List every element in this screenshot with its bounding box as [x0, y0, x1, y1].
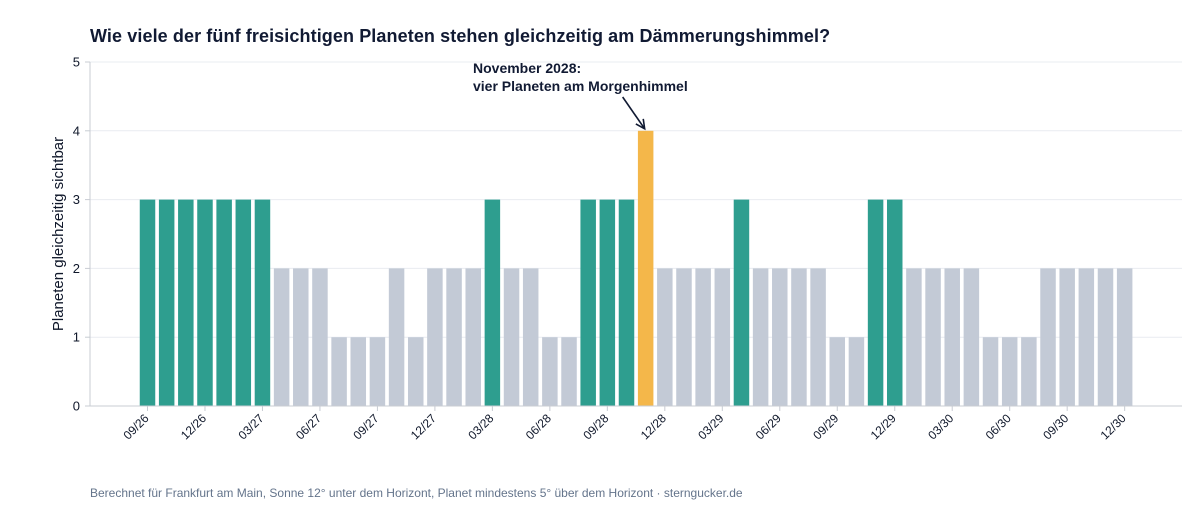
x-tick-label: 09/26 [120, 411, 151, 442]
bar [446, 268, 462, 406]
bar [925, 268, 941, 406]
x-tick-label: 03/29 [695, 411, 726, 442]
bar [657, 268, 673, 406]
bar [178, 199, 194, 406]
y-tick-labels: 0 1 2 3 4 5 [73, 55, 90, 414]
bar [312, 268, 328, 406]
bar [561, 337, 577, 406]
bar [848, 337, 865, 406]
y-tick-label: 3 [73, 192, 80, 207]
bar [772, 268, 788, 406]
bar [427, 268, 443, 406]
y-tick-label: 4 [73, 123, 80, 138]
x-tick-label: 09/29 [810, 411, 841, 442]
x-tick-label: 03/30 [925, 411, 956, 442]
bar [465, 268, 481, 406]
chart-title: Wie viele der fünf freisichtigen Planete… [90, 26, 831, 46]
bar [1078, 268, 1095, 406]
x-tick-label: 06/27 [293, 411, 324, 442]
bar [618, 199, 635, 406]
bar [714, 268, 731, 406]
x-tick-label: 06/30 [983, 411, 1014, 442]
bar [369, 337, 386, 406]
y-axis-label: Planeten gleichzeitig sichtbar [50, 137, 67, 331]
x-tick-label: 06/28 [523, 411, 554, 442]
bar [733, 199, 750, 406]
x-tick-label: 12/27 [408, 411, 439, 442]
annotation-arrowhead [635, 118, 646, 131]
bar [273, 268, 290, 406]
source-note: Berechnet für Frankfurt am Main, Sonne 1… [90, 486, 743, 500]
x-tick-label: 12/30 [1098, 411, 1129, 442]
annotation-line-1: November 2028: [473, 60, 581, 76]
x-tick-label: 03/27 [235, 411, 266, 442]
bar [637, 130, 654, 407]
x-tick-labels: 09/26 12/26 03/27 06/27 09/27 12/27 03/28 06/28… [120, 406, 1129, 442]
x-tick-label: 12/26 [178, 411, 209, 442]
bar [963, 268, 980, 406]
grid-lines [90, 61, 1182, 338]
x-tick-label: 09/28 [580, 411, 611, 442]
bar [886, 199, 903, 406]
x-tick-label: 12/28 [638, 411, 669, 442]
annotation-line-2: vier Planeten am Morgenhimmel [473, 78, 688, 94]
y-tick-label: 1 [73, 330, 80, 345]
bar [522, 268, 539, 406]
axes [89, 62, 1182, 407]
bar [331, 337, 347, 406]
x-tick-label: 03/28 [465, 411, 496, 442]
bar [906, 268, 922, 406]
bar [580, 199, 596, 406]
bar [235, 199, 252, 406]
bar [676, 268, 692, 406]
bar [197, 199, 213, 406]
bars [139, 130, 1133, 407]
annotation-arrow [622, 96, 646, 130]
bar [982, 337, 999, 406]
bar [791, 268, 807, 406]
bar [158, 199, 175, 406]
bar [139, 199, 156, 406]
bar [867, 199, 884, 406]
bar [1040, 268, 1056, 406]
y-tick-label: 0 [73, 399, 80, 414]
bar [388, 268, 405, 406]
bar [542, 337, 558, 406]
y-tick-label: 2 [73, 261, 80, 276]
bar [503, 268, 520, 406]
bar [350, 337, 367, 406]
bar [1116, 268, 1133, 406]
bar [1021, 337, 1037, 406]
bar [1001, 337, 1018, 406]
bar [599, 199, 616, 406]
bar [695, 268, 711, 406]
bar [829, 337, 846, 406]
bar [293, 268, 309, 406]
bar [810, 268, 826, 406]
bar [254, 199, 271, 406]
x-tick-label: 09/30 [1040, 411, 1071, 442]
bar [1097, 268, 1114, 406]
bar [944, 268, 960, 406]
x-tick-label: 12/29 [868, 411, 899, 442]
bar [216, 199, 232, 406]
bar [1059, 268, 1075, 406]
x-tick-label: 06/29 [753, 411, 784, 442]
bar [752, 268, 769, 406]
bar [484, 199, 501, 406]
annotation: November 2028: vier Planeten am Morgenhi… [473, 60, 688, 131]
bar [407, 337, 424, 406]
x-tick-label: 09/27 [350, 411, 381, 442]
y-tick-label: 5 [73, 55, 80, 70]
